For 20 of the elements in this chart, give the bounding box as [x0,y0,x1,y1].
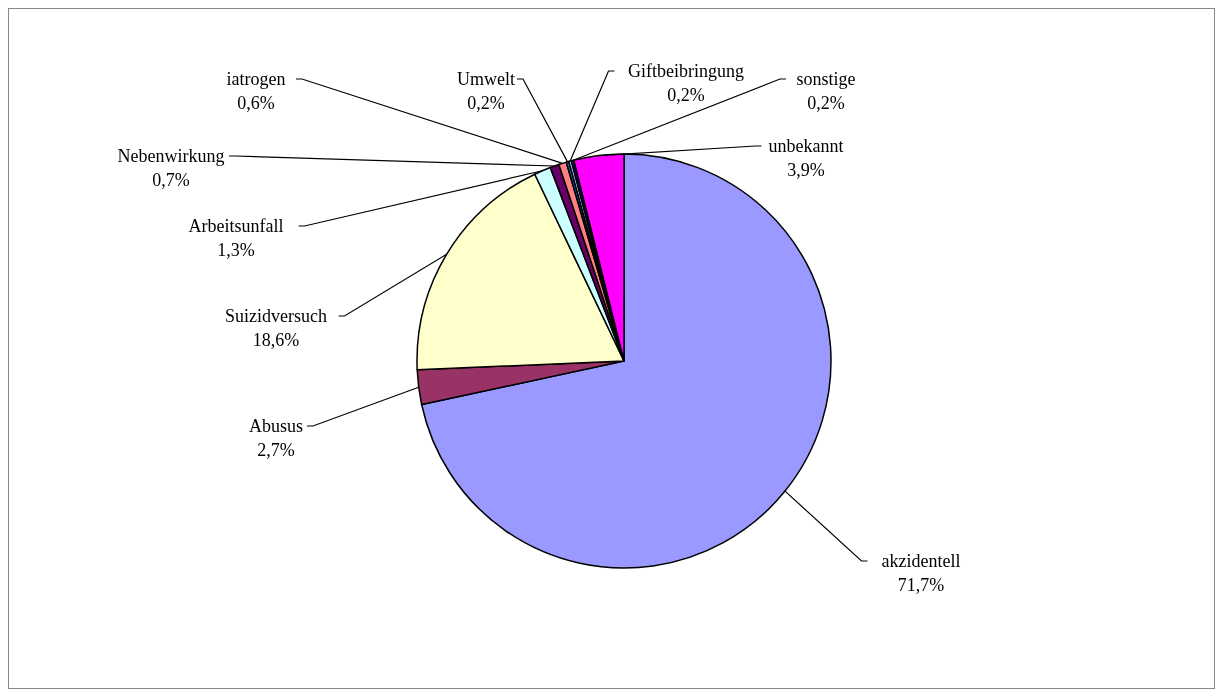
data-label: 1,3% [217,240,255,260]
data-label: 0,2% [467,93,505,113]
slice-label: Suizidversuch [225,306,327,326]
slice-label: iatrogen [226,69,286,89]
slice-label: akzidentell [881,551,961,571]
data-label: 0,2% [667,85,705,105]
slice-label: Umwelt [457,69,515,89]
slice-label: Arbeitsunfall [188,216,284,236]
data-label: 3,9% [787,160,825,180]
slice-label: Giftbeibringung [628,61,744,81]
data-label: 71,7% [897,575,945,595]
data-label: 2,7% [257,440,295,460]
slice-label: Abusus [248,416,304,436]
slice-label: sonstige [796,69,856,89]
data-label: 0,2% [807,93,845,113]
slice-label: Nebenwirkung [117,146,225,166]
data-label: 0,7% [152,170,190,190]
slice-label: unbekannt [768,136,844,156]
data-label: 18,6% [252,330,300,350]
data-label: 0,6% [237,93,275,113]
